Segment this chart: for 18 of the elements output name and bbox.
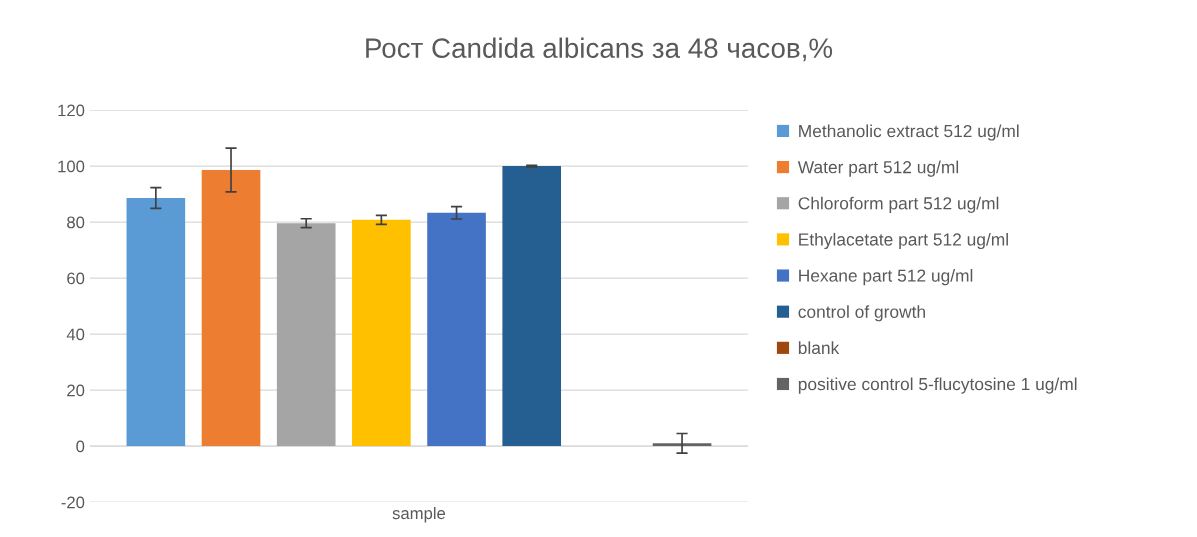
legend-label: control of growth	[798, 305, 925, 322]
y-tick-label: 80	[67, 216, 85, 229]
y-tick-label: 40	[66, 328, 85, 341]
legend-label: blank	[798, 341, 840, 355]
legend-label: Ethylacetate part 512 ug/ml	[799, 232, 1008, 250]
y-tick-label: -20	[61, 496, 85, 509]
chart-title: Рост Candida albicans за 48 часов,%	[366, 37, 833, 62]
y-tick-label: 100	[58, 160, 85, 173]
y-tick-label: 0	[76, 440, 85, 453]
legend-label: Hexane part 512 ug/ml	[799, 269, 973, 286]
legend-label: Chloroform part 512 ug/ml	[798, 196, 999, 213]
y-tick-label: 60	[67, 272, 85, 285]
y-tick-label: 20	[67, 384, 85, 397]
y-tick-label: 120	[58, 104, 85, 117]
legend-label: Water part 512 ug/ml	[797, 160, 959, 177]
legend-label: Methanolic extract 512 ug/ml	[799, 124, 1019, 141]
legend-label: positive control 5-flucytosine 1 ug/ml	[798, 377, 1077, 394]
x-tick-label: sample	[392, 506, 446, 523]
